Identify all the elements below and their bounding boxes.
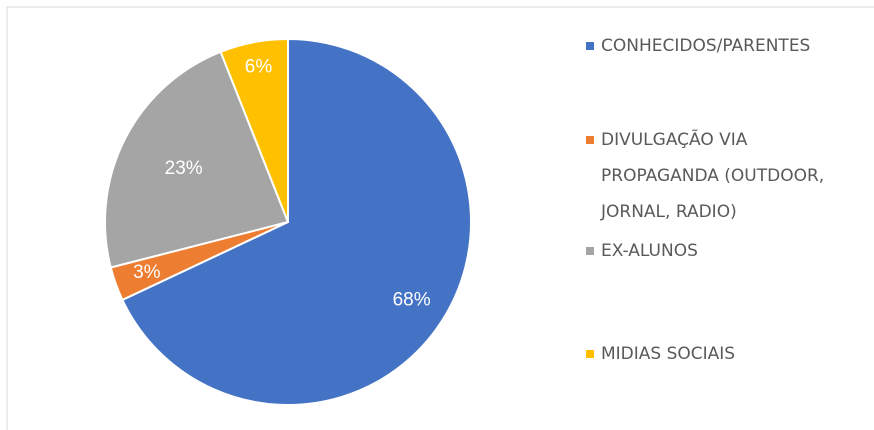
- data-label: 68%: [393, 289, 431, 310]
- legend-label: DIVULGAÇÃO VIA PROPAGANDA (OUTDOOR, JORN…: [601, 130, 825, 222]
- legend-label: CONHECIDOS/PARENTES: [601, 36, 811, 56]
- data-label: 6%: [245, 56, 273, 77]
- legend-swatch: [586, 42, 594, 50]
- legend-label: EX-ALUNOS: [601, 241, 698, 261]
- frame: [6, 6, 874, 430]
- legend-item: EX-ALUNOS: [584, 233, 854, 269]
- legend-swatch: [586, 136, 594, 144]
- data-label: 23%: [165, 158, 203, 179]
- pie-slice: [121, 37, 472, 406]
- legend-swatch: [586, 247, 594, 255]
- legend-item: DIVULGAÇÃO VIA PROPAGANDA (OUTDOOR, JORN…: [584, 122, 854, 230]
- pie-slice: [219, 37, 289, 223]
- legend-swatch: [586, 350, 594, 358]
- legend-item: MIDIAS SOCIAIS: [584, 336, 854, 372]
- legend-item: CONHECIDOS/PARENTES: [584, 28, 854, 64]
- pie-slice: [104, 50, 290, 269]
- legend-label: MIDIAS SOCIAIS: [601, 344, 736, 364]
- data-label: 3%: [133, 262, 161, 283]
